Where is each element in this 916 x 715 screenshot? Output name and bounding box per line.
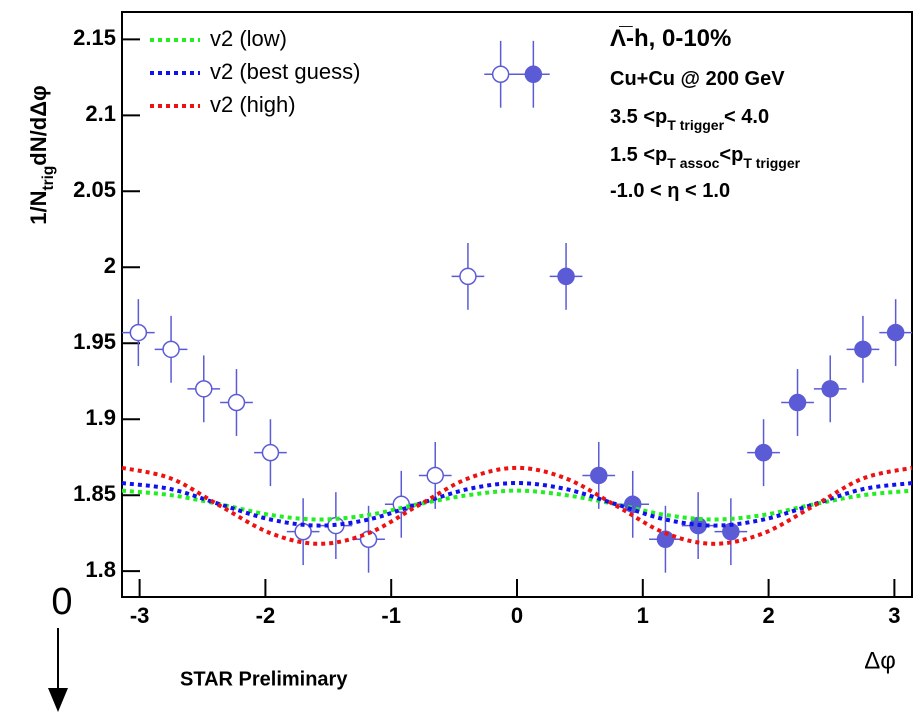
arrow-head [48, 688, 68, 712]
legend-label: v2 (low) [210, 26, 287, 51]
y-tick-label: 2 [104, 253, 116, 278]
data-point [195, 380, 213, 398]
data-point [162, 340, 180, 359]
data-point [557, 267, 575, 286]
text-part: 1/N [26, 190, 51, 224]
x-tick-label: -3 [130, 603, 150, 628]
data-point [491, 65, 510, 84]
data-point [788, 393, 807, 412]
legend-label: v2 (high) [210, 92, 296, 117]
text-part: < 4.0 [724, 106, 769, 128]
data-point [821, 380, 839, 398]
data-point [227, 393, 246, 412]
data-point [261, 443, 280, 462]
data-point [524, 65, 543, 84]
annotation: -1.0 < η < 1.0 [610, 180, 730, 202]
footer: STAR Preliminary [180, 668, 348, 690]
subscript: T trigger [743, 155, 800, 171]
data-point [886, 323, 905, 342]
subscript: T trigger [667, 117, 724, 133]
curve [121, 488, 913, 522]
data-point [129, 323, 148, 342]
text-part: Λ̅-h, 0-10% [610, 25, 731, 52]
legend-label: v2 (best guess) [210, 59, 360, 84]
curve [121, 481, 913, 528]
text-part: 3.5 <p [610, 106, 667, 128]
y-tick-label: 1.8 [85, 557, 116, 582]
data-point [854, 340, 872, 359]
subscript: trig [40, 166, 57, 191]
text-part: dN/dΔφ [26, 85, 51, 165]
text-part: <p [719, 144, 743, 166]
curve [121, 465, 913, 546]
annotation: 1.5 <pT assoc<pT trigger [610, 144, 801, 170]
x-tick-label: 2 [762, 603, 774, 628]
text-part: Cu+Cu @ 200 GeV [610, 68, 785, 90]
y-tick-label: 1.9 [85, 405, 116, 430]
annotation: 3.5 <pT trigger< 4.0 [610, 106, 769, 132]
x-tick-label: 1 [637, 603, 649, 628]
y-tick-label: 2.05 [73, 177, 116, 202]
subscript: T assoc [667, 155, 719, 171]
text-part: -1.0 < η < 1.0 [610, 180, 730, 202]
overlay-label: 0 [51, 581, 72, 623]
x-axis-label: Δφ [864, 647, 896, 674]
y-tick-label: 1.85 [73, 481, 116, 506]
annotation: Cu+Cu @ 200 GeV [610, 68, 785, 90]
data-point [590, 466, 608, 485]
y-tick-label: 2.15 [73, 25, 116, 50]
x-tick-label: 0 [511, 603, 523, 628]
x-tick-label: 3 [888, 603, 900, 628]
annotation: Λ̅-h, 0-10% [610, 25, 731, 52]
data-point [426, 466, 444, 485]
y-tick-label: 1.95 [73, 329, 116, 354]
x-tick-label: -1 [381, 603, 401, 628]
data-point [459, 267, 477, 286]
y-axis-label: 1/NtrigdN/dΔφ [26, 85, 57, 224]
x-tick-label: -2 [256, 603, 276, 628]
data-point [754, 443, 773, 462]
y-tick-label: 2.1 [85, 101, 116, 126]
text-part: 1.5 <p [610, 144, 667, 166]
